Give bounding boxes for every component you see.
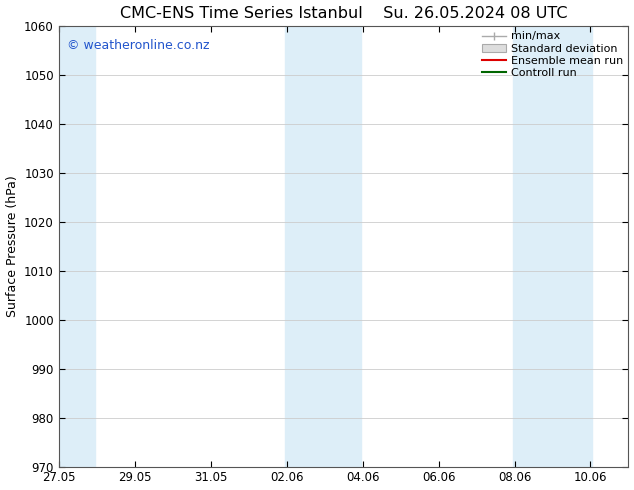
- Text: © weatheronline.co.nz: © weatheronline.co.nz: [67, 39, 210, 52]
- Title: CMC-ENS Time Series Istanbul    Su. 26.05.2024 08 UTC: CMC-ENS Time Series Istanbul Su. 26.05.2…: [120, 5, 567, 21]
- Bar: [513, 26, 592, 466]
- Y-axis label: Surface Pressure (hPa): Surface Pressure (hPa): [6, 175, 18, 317]
- Bar: [57, 26, 95, 466]
- Bar: [285, 26, 361, 466]
- Legend: min/max, Standard deviation, Ensemble mean run, Controll run: min/max, Standard deviation, Ensemble me…: [479, 29, 625, 80]
